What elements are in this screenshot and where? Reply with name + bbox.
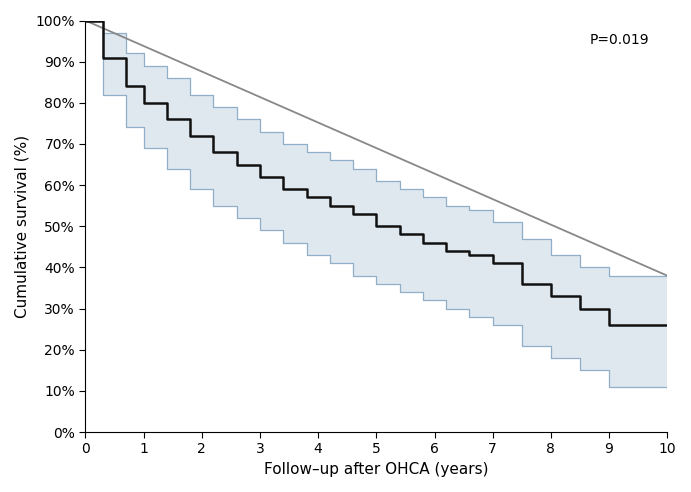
- X-axis label: Follow–up after OHCA (years): Follow–up after OHCA (years): [264, 462, 489, 477]
- Y-axis label: Cumulative survival (%): Cumulative survival (%): [15, 135, 30, 318]
- Text: P=0.019: P=0.019: [590, 33, 650, 47]
